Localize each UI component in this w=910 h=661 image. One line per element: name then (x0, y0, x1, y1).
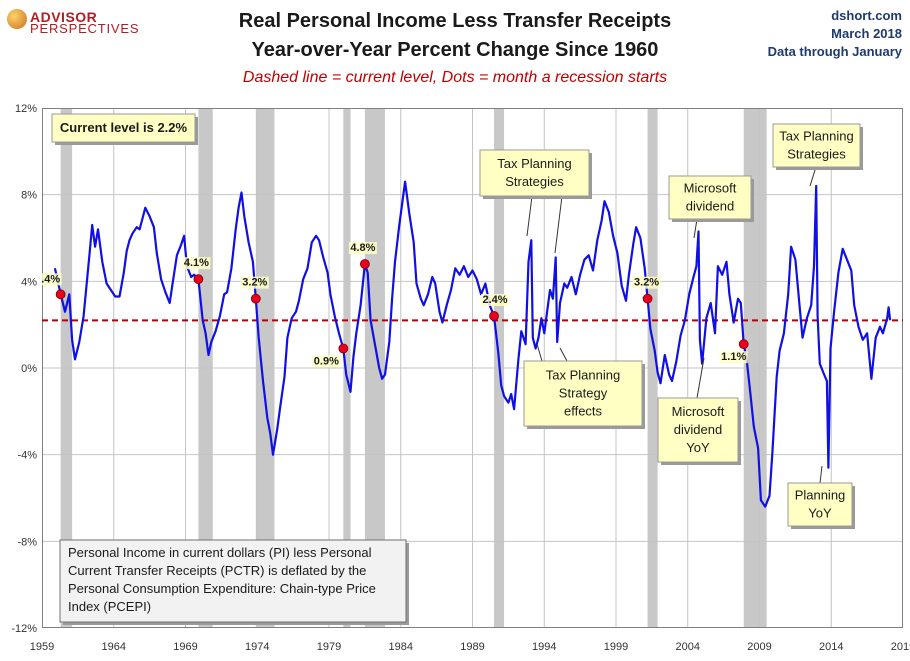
recession-dot-label: 4.8% (350, 242, 375, 254)
recession-dot-label: 3.2% (634, 277, 659, 289)
x-tick-label: 2014 (819, 641, 843, 653)
callout-pointer (696, 357, 705, 399)
callout-box (479, 149, 590, 197)
x-tick-label: 1969 (173, 641, 197, 653)
callout-pointer (554, 195, 563, 254)
callout-pointer (819, 465, 823, 484)
data-through-label: Data through January (767, 44, 902, 59)
callout-box (772, 123, 861, 168)
y-tick-label: -4% (17, 450, 37, 462)
dot-label-bg (312, 355, 341, 368)
x-tick-label: 1974 (245, 641, 269, 653)
x-tick-label: 1994 (532, 641, 556, 653)
callout-pointer (559, 347, 568, 362)
callout-box (523, 360, 643, 427)
recession-dot-label: 4.1% (184, 257, 209, 269)
callout-text: YoY (808, 506, 832, 521)
callout-box (668, 175, 752, 220)
recession-dot (642, 293, 653, 304)
dot-label-bg (632, 276, 661, 289)
callout-text: Strategy (559, 386, 608, 401)
note-box (59, 539, 407, 623)
recession-dot (359, 259, 370, 269)
dot-label-bg (240, 276, 269, 289)
y-tick-label: -8% (17, 536, 37, 548)
x-tick-label: 1984 (389, 641, 413, 653)
callout-pointer (809, 166, 817, 187)
x-tick-label: 1964 (102, 641, 126, 653)
callout-text: Tax Planning (497, 156, 571, 171)
y-tick-label: 4% (21, 276, 37, 288)
x-tick-label: 1959 (30, 641, 54, 653)
logo-text-bottom: PERSPECTIVES (30, 21, 140, 36)
callout-text: Tax Planning (779, 129, 853, 144)
callout-text: Tax Planning (546, 368, 620, 383)
dot-label-bg (42, 273, 62, 286)
x-tick-label: 1999 (604, 641, 628, 653)
recession-dot-label: 0.9% (314, 356, 339, 368)
callout-pointer (526, 195, 533, 237)
logo-icon (7, 9, 27, 29)
chart-subtitle: Dashed line = current level, Dots = mont… (242, 69, 668, 86)
y-tick-label: 0% (21, 363, 37, 375)
publication-date: March 2018 (831, 26, 902, 41)
recession-dot (338, 343, 349, 354)
plot-frame (42, 108, 903, 628)
recession-dot-label: 2.4% (482, 294, 507, 306)
y-tick-label: 8% (21, 190, 37, 202)
dot-label-bg (182, 257, 211, 270)
callout-text: Microsoft (672, 404, 725, 419)
callout-text: effects (564, 404, 603, 419)
recession-dot (250, 293, 261, 304)
recession-dot-label: 3.2% (242, 277, 267, 289)
logo-text-top: ADVISOR (30, 9, 98, 25)
chart-title: Real Personal Income Less Transfer Recei… (238, 10, 672, 32)
callout-text: Current level is 2.2% (60, 120, 188, 135)
callout-text: dividend (674, 422, 722, 437)
y-tick-label: 12% (15, 103, 37, 115)
callout-pointer (536, 343, 543, 362)
recession-dot-label: 1.1% (721, 351, 746, 363)
recession-dot-label: 3.4% (42, 273, 60, 285)
x-tick-label: 1979 (317, 641, 341, 653)
dot-label-bg (348, 242, 377, 254)
callout-text: Strategies (787, 147, 846, 162)
dot-label-bg (481, 294, 510, 306)
callout-box (51, 113, 196, 143)
recession-dot (489, 311, 499, 321)
callout-text: Planning (795, 488, 846, 503)
recession-dot (738, 339, 749, 350)
source-label: dshort.com (831, 8, 902, 23)
note-text: Current Transfer Receipts (PCTR) is defl… (68, 563, 366, 578)
callout-text: YoY (686, 440, 710, 455)
recession-dot (55, 289, 66, 300)
callout-box (657, 397, 739, 463)
chart-title-line2: Year-over-Year Percent Change Since 1960 (251, 39, 659, 61)
x-tick-label: 2004 (676, 641, 700, 653)
note-text: Personal Consumption Expenditure: Chain-… (68, 581, 376, 596)
x-tick-label: 1989 (460, 641, 484, 653)
x-tick-label: 2019 (891, 641, 910, 653)
callout-text: Microsoft (684, 181, 737, 196)
note-text: Personal Income in current dollars (PI) … (68, 545, 372, 560)
line-chart: 3.4% 4.1% 3.2% 0.9% 4.8% 2.4% 3.2% 1.1% Current … (42, 108, 903, 628)
y-tick-label: -12% (11, 623, 37, 635)
callout-box (787, 482, 853, 527)
callout-text: Strategies (505, 174, 564, 189)
recession-dot (193, 274, 204, 285)
callout-text: dividend (686, 199, 734, 214)
dot-label-bg (719, 351, 748, 364)
x-tick-label: 2009 (747, 641, 771, 653)
note-text: Index (PCEPI) (68, 599, 151, 614)
callout-pointer (693, 218, 698, 239)
